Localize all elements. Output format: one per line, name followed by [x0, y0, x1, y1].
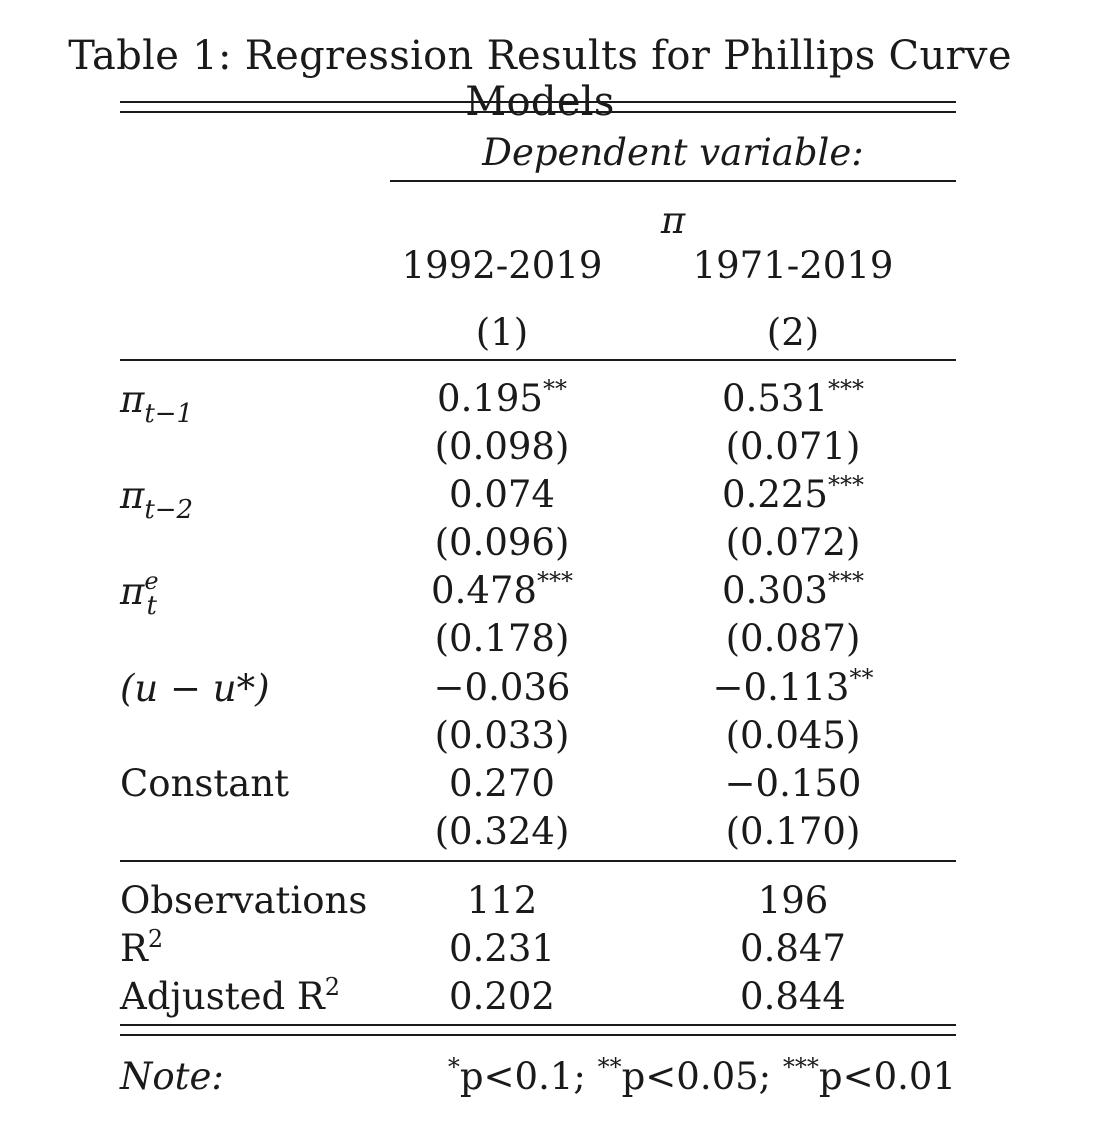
se-pi-t-minus-1-col2: (0.071) — [725, 425, 861, 468]
se-constant-col1: (0.324) — [434, 810, 570, 853]
stat-r-squared-col1: 0.231 — [449, 927, 555, 970]
dependent-variable-rule — [390, 180, 956, 182]
stat-observations-col2: 196 — [757, 879, 829, 922]
bottom-rule-2 — [120, 1034, 956, 1036]
stat-label-r-squared: R2 — [120, 925, 164, 970]
stat-label-observations: Observations — [120, 879, 368, 922]
se-pi-t-expected-col2: (0.087) — [725, 617, 861, 660]
note-label: Note: — [120, 1055, 224, 1098]
se-constant-col2: (0.170) — [725, 810, 861, 853]
column-1-period: 1992-2019 — [401, 244, 603, 287]
dependent-variable-label: Dependent variable: — [482, 131, 864, 174]
stat-adjusted-r-squared-col1: 0.202 — [449, 975, 555, 1018]
top-rule-2 — [120, 111, 956, 113]
dependent-variable-symbol: π — [660, 199, 686, 242]
coef-constant-col2: −0.150 — [724, 762, 862, 805]
coef-pi-t-minus-2-col2: 0.225*** — [722, 471, 864, 516]
top-rule-1 — [120, 101, 956, 103]
stat-r-squared-col2: 0.847 — [740, 927, 846, 970]
se-pi-t-minus-2-col1: (0.096) — [434, 521, 570, 564]
stat-adjusted-r-squared-col2: 0.844 — [740, 975, 846, 1018]
row-label-pi-t-minus-1: πt−1 — [120, 378, 194, 429]
se-unemployment-gap-col1: (0.033) — [434, 714, 570, 757]
coef-pi-t-minus-1-col2: 0.531*** — [722, 375, 864, 420]
se-pi-t-minus-2-col2: (0.072) — [725, 521, 861, 564]
column-1-number: (1) — [475, 311, 529, 354]
coef-pi-t-minus-1-col1: 0.195** — [437, 375, 567, 420]
se-unemployment-gap-col2: (0.045) — [725, 714, 861, 757]
stat-label-adjusted-r-squared: Adjusted R2 — [120, 973, 341, 1018]
coef-pi-t-expected-col1: 0.478*** — [431, 567, 573, 612]
row-label-pi-t-minus-2: πt−2 — [120, 474, 194, 525]
stats-rule — [120, 860, 956, 862]
row-label-pi-t-expected: πet — [120, 567, 159, 621]
coef-unemployment-gap-col2: −0.113** — [712, 664, 874, 709]
column-2-number: (2) — [766, 311, 820, 354]
coef-unemployment-gap-col1: −0.036 — [433, 666, 571, 709]
significance-note: *p<0.1; **p<0.05; ***p<0.01 — [447, 1053, 956, 1098]
row-label-constant: Constant — [120, 762, 290, 805]
coef-pi-t-minus-2-col1: 0.074 — [449, 473, 555, 516]
coef-constant-col1: 0.270 — [449, 762, 555, 805]
header-rule — [120, 359, 956, 361]
row-label-unemployment-gap: (u − u*) — [120, 667, 270, 710]
bottom-rule-1 — [120, 1024, 956, 1026]
se-pi-t-minus-1-col1: (0.098) — [434, 425, 570, 468]
coef-pi-t-expected-col2: 0.303*** — [722, 567, 864, 612]
se-pi-t-expected-col1: (0.178) — [434, 617, 570, 660]
column-2-period: 1971-2019 — [692, 244, 894, 287]
stat-observations-col1: 112 — [466, 879, 538, 922]
